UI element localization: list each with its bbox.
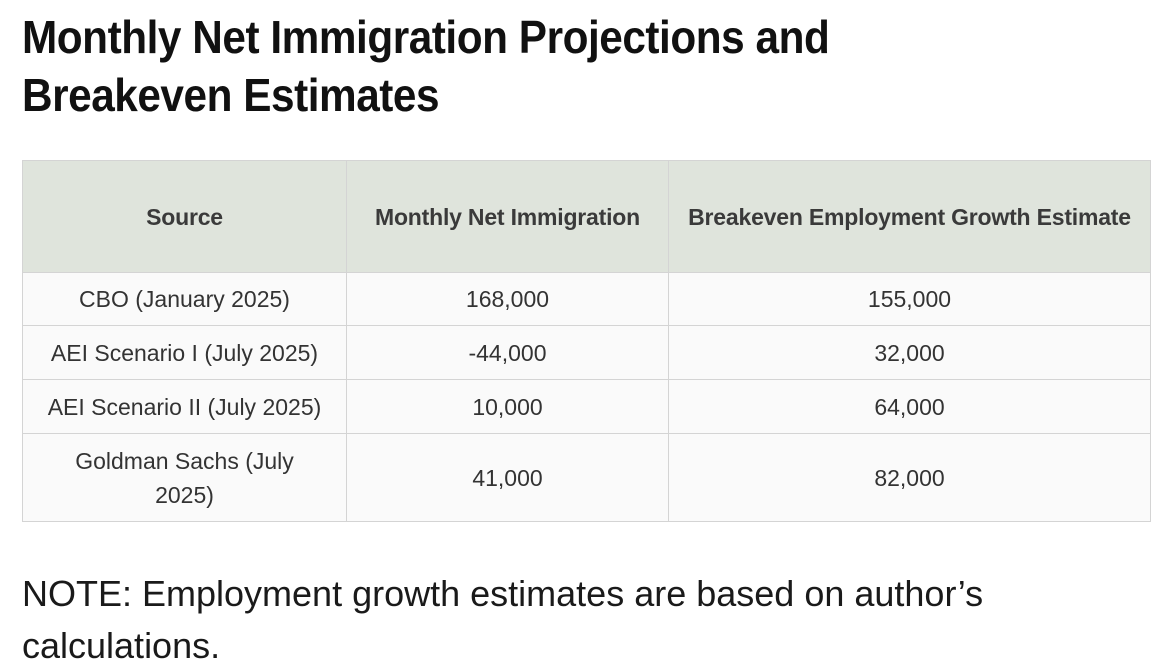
cell-source: AEI Scenario I (July 2025) [22,325,347,380]
cell-source: AEI Scenario II (July 2025) [22,379,347,434]
table-row: CBO (January 2025) 168,000 155,000 [22,272,1151,326]
header-monthly-net-immigration: Monthly Net Immigration [346,160,669,273]
cell-breakeven: 32,000 [668,325,1151,380]
cell-breakeven: 64,000 [668,379,1151,434]
footnote: NOTE: Employment growth estimates are ba… [22,573,984,666]
cell-net-immigration: 168,000 [346,272,669,326]
cell-net-immigration: -44,000 [346,325,669,380]
cell-breakeven: 155,000 [668,272,1151,326]
table-row: AEI Scenario II (July 2025) 10,000 64,00… [22,379,1151,434]
cell-breakeven: 82,000 [668,433,1151,522]
cell-net-immigration: 41,000 [346,433,669,522]
table-row: AEI Scenario I (July 2025) -44,000 32,00… [22,325,1151,380]
page-title: Monthly Net Immigration Projections and … [22,11,830,121]
header-source: Source [22,160,347,273]
cell-source: Goldman Sachs (July 2025) [22,433,347,522]
table-row: Goldman Sachs (July 2025) 41,000 82,000 [22,433,1151,522]
article-content: Monthly Net Immigration Projections and … [22,8,1151,666]
cell-net-immigration: 10,000 [346,379,669,434]
cell-source: CBO (January 2025) [22,272,347,326]
table-header-row: Source Monthly Net Immigration Breakeven… [22,160,1151,273]
header-breakeven-estimate: Breakeven Employment Growth Estimate [668,160,1151,273]
immigration-table: Source Monthly Net Immigration Breakeven… [22,160,1151,522]
